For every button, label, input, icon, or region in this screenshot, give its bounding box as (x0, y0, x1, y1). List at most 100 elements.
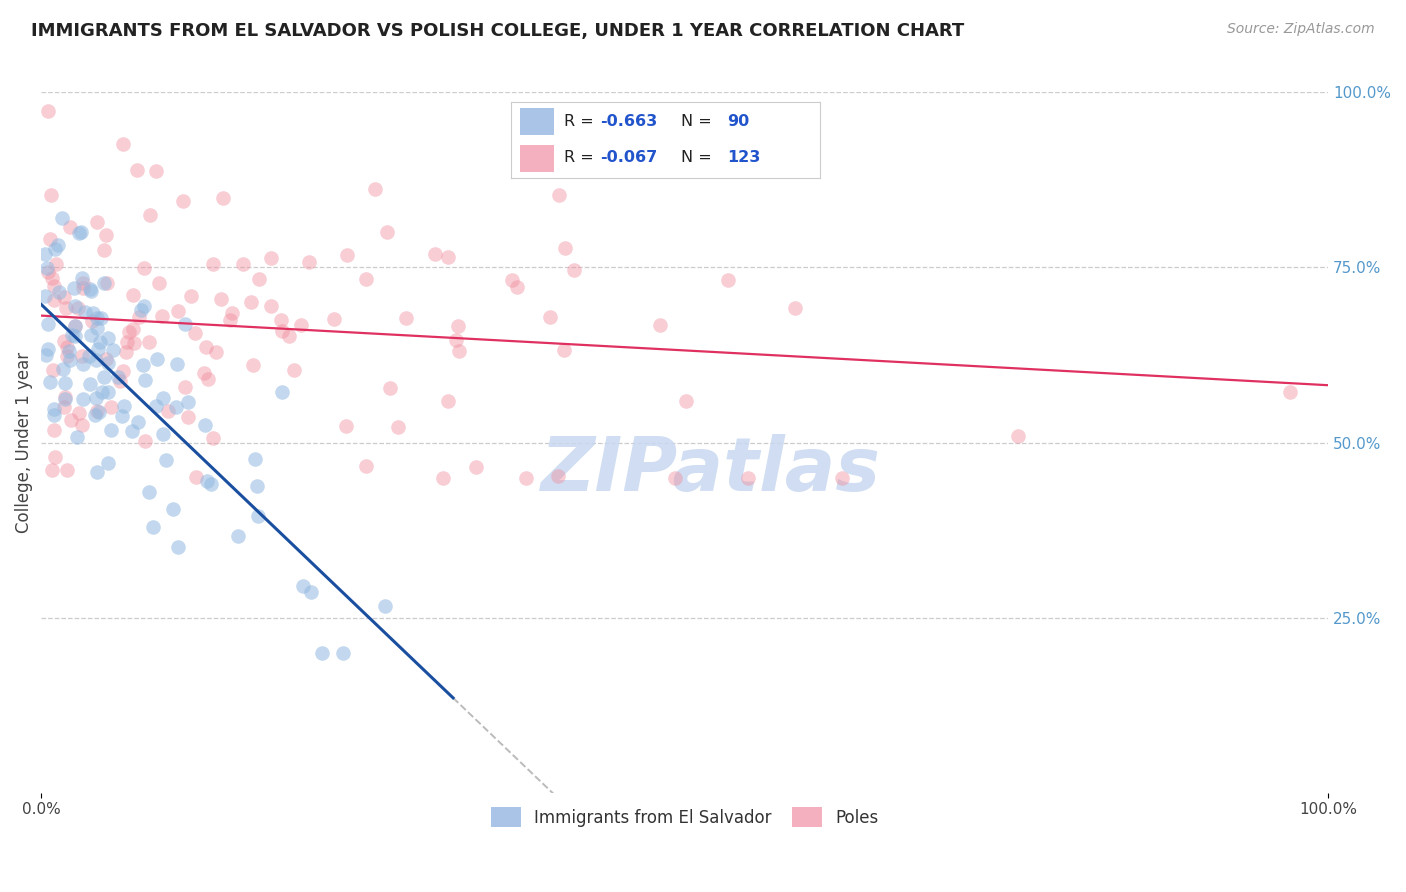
Point (193, 366, 215, 380)
Point (70, 417, 93, 432)
Point (35, 348, 58, 362)
Point (56, 349, 79, 363)
Point (166, 357, 188, 371)
Point (444, 333, 467, 347)
Point (93, 370, 115, 384)
Point (86, 404, 108, 418)
Point (66, 301, 89, 316)
Point (156, 403, 179, 417)
Point (423, 247, 446, 261)
Point (91, 385, 114, 400)
Point (134, 373, 156, 387)
Point (112, 399, 135, 413)
Point (432, 470, 454, 484)
Point (240, 295, 263, 310)
Point (127, 415, 149, 429)
Point (97, 331, 120, 345)
Point (152, 391, 174, 405)
Point (84, 353, 107, 368)
Point (152, 426, 174, 441)
Y-axis label: College, Under 1 year: College, Under 1 year (15, 352, 32, 533)
Point (63, 329, 86, 343)
Point (145, 399, 167, 413)
Point (737, 470, 759, 484)
Point (194, 418, 217, 433)
Point (80, 313, 103, 327)
Point (101, 343, 124, 357)
Point (174, 380, 197, 394)
Point (60, 328, 83, 343)
Point (83, 408, 105, 422)
Point (785, 301, 807, 315)
Point (271, 384, 294, 399)
Point (138, 335, 160, 350)
Point (44, 401, 66, 416)
Point (44, 450, 66, 465)
Point (63, 299, 86, 313)
Point (65, 319, 87, 334)
Point (150, 309, 173, 323)
Point (63, 318, 86, 333)
Point (62, 281, 84, 295)
Point (447, 318, 470, 333)
Point (209, 292, 232, 306)
Point (86, 214, 108, 228)
Point (44, 242, 66, 256)
Point (53, 376, 76, 390)
Point (364, 182, 387, 196)
Point (562, 263, 585, 277)
Point (202, 257, 225, 271)
Point (39, 187, 62, 202)
Point (118, 325, 141, 339)
Point (242, 359, 264, 373)
Point (378, 381, 401, 395)
Point (100, 423, 122, 437)
Point (90, 311, 112, 326)
Point (72, 357, 94, 371)
Point (55, 463, 77, 477)
Point (110, 374, 132, 388)
Point (52, 290, 75, 304)
Point (94, 352, 117, 367)
Point (129, 302, 152, 317)
Point (173, 317, 195, 331)
Point (197, 372, 219, 386)
Point (93, 276, 115, 290)
Point (84, 391, 107, 405)
Point (146, 351, 169, 366)
Point (553, 343, 575, 358)
Point (449, 344, 471, 359)
Point (70, 349, 93, 363)
Point (42, 408, 65, 422)
Point (37, 265, 59, 279)
Point (86, 465, 108, 479)
Point (1278, 384, 1301, 399)
Point (48, 285, 70, 299)
Point (41, 463, 63, 477)
Point (246, 508, 269, 523)
Point (546, 163, 568, 178)
Point (34, 289, 56, 303)
Point (436, 394, 458, 409)
Point (247, 271, 270, 285)
Point (298, 255, 321, 269)
Point (465, 460, 488, 475)
Point (165, 400, 187, 414)
Point (55, 392, 77, 407)
Point (166, 304, 188, 318)
Point (354, 458, 377, 473)
Point (97, 356, 120, 370)
Point (1007, 429, 1029, 443)
Point (335, 419, 357, 434)
Text: IMMIGRANTS FROM EL SALVADOR VS POLISH COLLEGE, UNDER 1 YEAR CORRELATION CHART: IMMIGRANTS FROM EL SALVADOR VS POLISH CO… (31, 22, 965, 40)
Point (270, 313, 292, 327)
Point (59, 220, 82, 235)
Point (548, 188, 571, 202)
Point (45, 257, 67, 271)
Point (554, 241, 576, 255)
Point (226, 529, 249, 543)
Point (53, 390, 76, 404)
Point (374, 599, 396, 613)
Point (260, 299, 283, 313)
Point (336, 248, 359, 262)
